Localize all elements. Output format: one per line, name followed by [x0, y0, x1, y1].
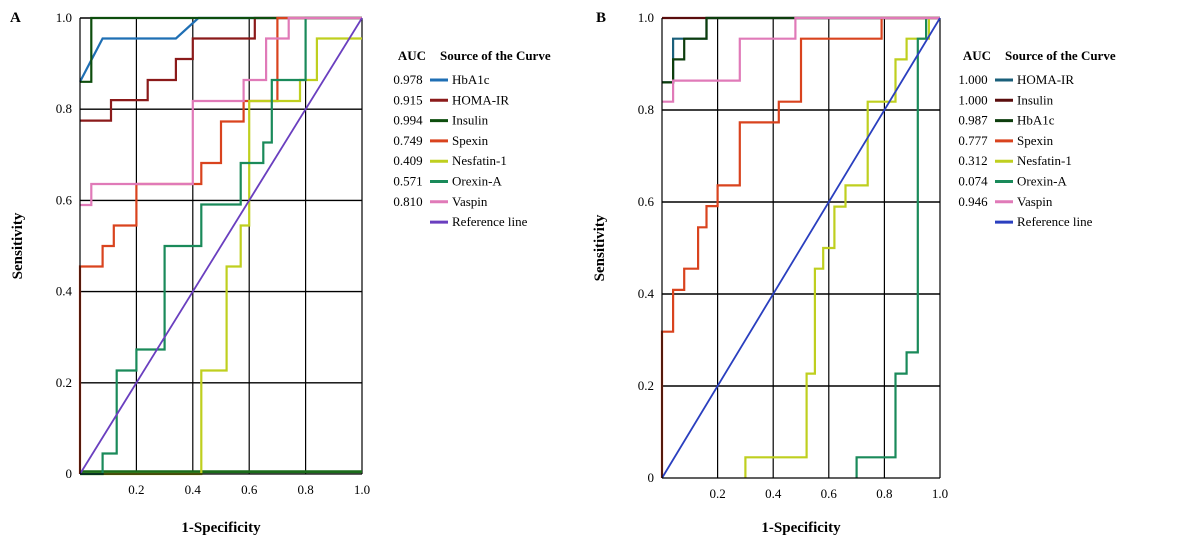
legend-label-insulin: Insulin [1017, 92, 1054, 107]
legend-auc-value: 0.915 [393, 92, 422, 107]
x-tick-label: 0.4 [765, 486, 782, 501]
y-tick-label: 0.6 [638, 194, 655, 209]
x-axis-title: 1-Specificity [181, 520, 261, 536]
legend-label-homa-ir: HOMA-IR [452, 92, 509, 107]
legend-label-nesfatin-1: Nesfatin-1 [1017, 153, 1072, 168]
legend-header-source: Source of the Curve [1005, 48, 1116, 63]
legend: AUC Source of the Curve 0.978 HbA1c 0.915 HOM… [393, 48, 550, 229]
y-tick-label: 1.0 [56, 10, 72, 25]
legend-label-homa-ir: HOMA-IR [1017, 72, 1074, 87]
legend-label-reference-line: Reference line [1017, 214, 1093, 229]
y-axis-title: Sensitivity [10, 212, 26, 279]
legend-auc-value: 1.000 [958, 92, 987, 107]
x-tick-label: 0.2 [709, 486, 725, 501]
y-tick-label: 0 [66, 466, 73, 481]
x-tick-label: 0.8 [297, 482, 313, 497]
legend-auc-value: 0.978 [393, 72, 422, 87]
x-tick-label: 0.6 [821, 486, 838, 501]
legend-auc-value: 0.312 [958, 153, 987, 168]
legend-auc-value: 0.571 [393, 174, 422, 189]
series-line-hba1c [80, 18, 362, 82]
x-axis-title: 1-Specificity [761, 520, 841, 536]
legend-label-spexin: Spexin [1017, 133, 1054, 148]
roc-panel-b: B 0 0.2 0.4 0.6 0.8 1.0 0.2 0.4 0.6 0.8 1.0 1-Specif… [592, 10, 1116, 536]
legend-label-hba1c: HbA1c [1017, 113, 1055, 128]
x-tick-label: 1.0 [932, 486, 948, 501]
panel-label: A [10, 10, 21, 26]
y-tick-label: 0 [648, 470, 655, 485]
x-tick-label: 0.6 [241, 482, 258, 497]
legend-auc-value: 0.810 [393, 194, 422, 209]
legend-auc-value: 0.994 [393, 113, 423, 128]
legend-auc-value: 0.946 [958, 194, 988, 209]
legend-auc-value: 1.000 [958, 72, 987, 87]
y-tick-label: 0.4 [56, 284, 73, 299]
x-tick-label: 1.0 [354, 482, 370, 497]
legend-auc-value: 0.987 [958, 113, 988, 128]
x-tick-label: 0.8 [876, 486, 892, 501]
legend-label-insulin: Insulin [452, 113, 489, 128]
series-line-reference-line [80, 18, 362, 474]
panel-label: B [596, 10, 606, 26]
y-tick-label: 0.2 [56, 375, 72, 390]
series-line-homa-ir [80, 18, 362, 121]
series-line-vaspin [80, 18, 362, 205]
legend-header-auc: AUC [398, 48, 426, 63]
x-tick-label: 0.2 [128, 482, 144, 497]
y-tick-label: 0.8 [56, 101, 72, 116]
legend-label-orexin-a: Orexin-A [452, 174, 502, 189]
series-line-nesfatin-1 [80, 39, 362, 475]
series-line-insulin [80, 18, 362, 82]
y-tick-label: 0.4 [638, 286, 655, 301]
legend-auc-value: 0.409 [393, 153, 422, 168]
legend-label-nesfatin-1: Nesfatin-1 [452, 153, 507, 168]
x-tick-label: 0.4 [185, 482, 202, 497]
y-tick-label: 1.0 [638, 10, 654, 25]
legend-label-vaspin: Vaspin [452, 194, 488, 209]
legend-auc-value: 0.777 [958, 133, 988, 148]
legend-label-vaspin: Vaspin [1017, 194, 1053, 209]
y-tick-label: 0.8 [638, 102, 654, 117]
legend-label-hba1c: HbA1c [452, 72, 490, 87]
y-axis-title: Sensitivity [592, 214, 608, 281]
legend-auc-value: 0.749 [393, 133, 422, 148]
series-line-orexin-a [857, 18, 927, 478]
legend-label-orexin-a: Orexin-A [1017, 174, 1067, 189]
legend-label-reference-line: Reference line [452, 214, 528, 229]
y-tick-label: 0.6 [56, 192, 73, 207]
y-tick-label: 0.2 [638, 378, 654, 393]
legend-label-spexin: Spexin [452, 133, 489, 148]
legend-auc-value: 0.074 [958, 174, 988, 189]
legend-header-auc: AUC [963, 48, 991, 63]
legend: AUC Source of the Curve 1.000 HOMA-IR 1.000 I… [958, 48, 1115, 229]
roc-panel-a: A 0 0.2 0.4 0.6 0.8 1.0 0.2 0.4 0.6 0.8 1.0 1-Specif… [10, 10, 551, 536]
legend-header-source: Source of the Curve [440, 48, 551, 63]
